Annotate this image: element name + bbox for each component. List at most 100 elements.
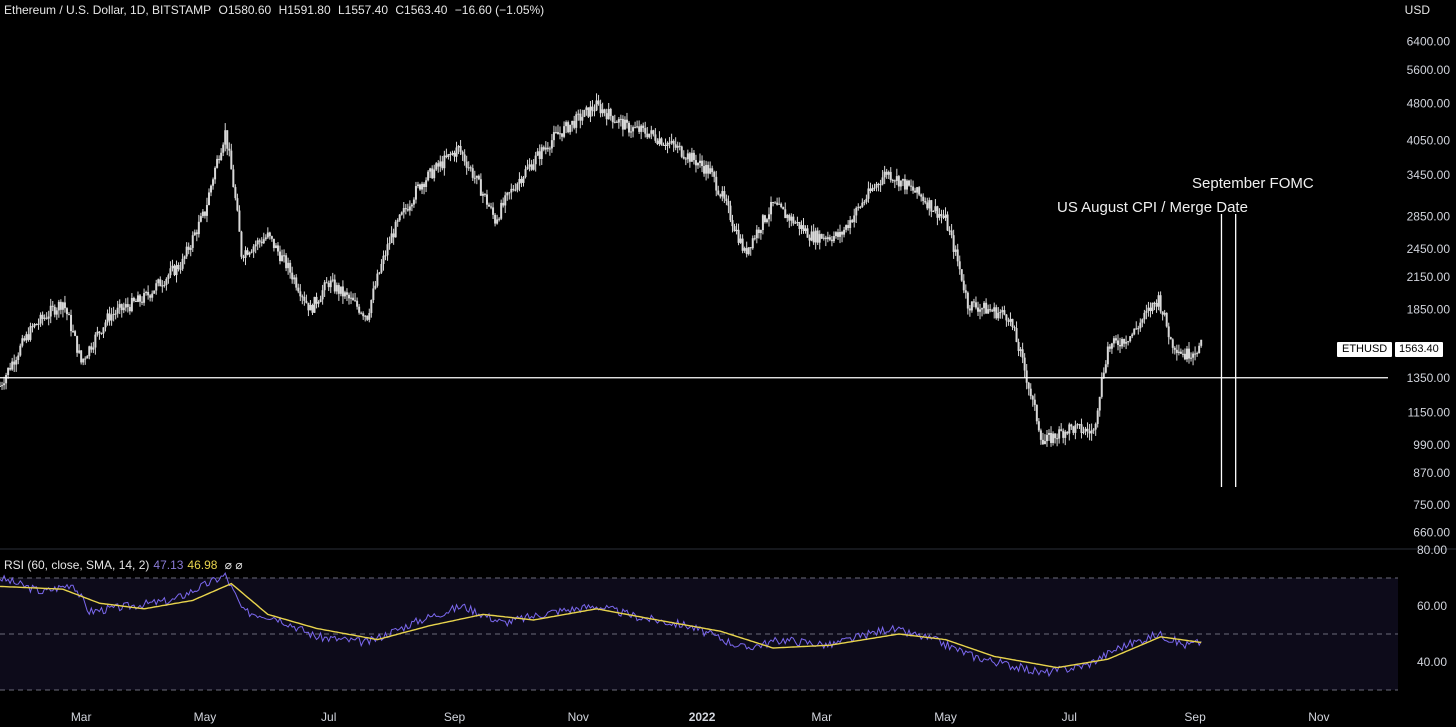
candle-body (1192, 353, 1195, 358)
candle-body (581, 116, 584, 121)
candle (774, 201, 777, 204)
candle (705, 160, 708, 181)
candle-body (268, 232, 271, 237)
candle-body (254, 244, 257, 247)
candle-body (573, 120, 576, 128)
candle (1129, 335, 1132, 343)
candle (755, 225, 758, 244)
candle (843, 226, 846, 238)
candle-body (295, 277, 298, 288)
candle (1080, 418, 1083, 439)
candle (234, 184, 237, 201)
candle-body (53, 306, 56, 315)
candle (161, 280, 164, 293)
candle (494, 212, 497, 227)
candle-body (593, 110, 596, 112)
currency-label[interactable]: USD (1404, 3, 1430, 17)
candle-body (881, 177, 884, 185)
candle-body (74, 331, 77, 336)
candle-body (441, 161, 444, 169)
candle (715, 170, 718, 197)
candle-body (680, 146, 683, 157)
candle (163, 280, 166, 288)
candle (595, 93, 598, 112)
candle-body (21, 338, 24, 346)
candle (784, 202, 787, 219)
candle (745, 241, 748, 258)
candle-body (652, 130, 655, 135)
candle (719, 193, 722, 199)
candle-body (1167, 326, 1170, 338)
rsi-label[interactable]: RSI (60, close, SMA, 14, 2) (4, 558, 150, 572)
candle-body (203, 211, 206, 216)
candle-body (1035, 404, 1038, 422)
candle-body (670, 140, 673, 143)
candle-body (1076, 424, 1079, 426)
candle (1056, 433, 1059, 447)
candle-body (339, 286, 342, 294)
candle (506, 191, 509, 201)
candle (883, 165, 886, 185)
candle-body (550, 140, 553, 149)
candle (502, 197, 505, 208)
candle-body (772, 202, 775, 204)
candle (1198, 342, 1201, 354)
candle (1033, 393, 1036, 411)
candle (701, 155, 704, 173)
candle-body (816, 230, 819, 243)
candle-body (331, 279, 334, 281)
candle-body (755, 229, 758, 239)
candle (120, 303, 123, 318)
candle-body (627, 122, 630, 133)
candle-body (364, 315, 367, 317)
candle-body (37, 323, 40, 325)
candle (1094, 422, 1097, 436)
candle (741, 234, 744, 254)
candle (536, 148, 539, 157)
candle (634, 121, 637, 129)
candle-body (508, 192, 511, 194)
candle-body (500, 202, 503, 219)
candle-body (1045, 434, 1048, 442)
candle (1023, 353, 1026, 378)
candle-body (1137, 328, 1140, 330)
candle (1045, 430, 1048, 447)
candle (1015, 321, 1018, 343)
price-axis[interactable]: 6400.00 5600.00 4800.00 4050.00 3450.00 2850.… (1407, 34, 1451, 539)
candle-body (918, 187, 921, 195)
candle (360, 311, 363, 315)
candle (61, 301, 64, 318)
candle (396, 218, 399, 227)
candle (1005, 314, 1008, 327)
candle (830, 236, 833, 247)
candle (875, 181, 878, 192)
candle-body (960, 269, 963, 281)
candle-body (510, 188, 513, 193)
candle-body (1196, 353, 1199, 355)
candle-body (11, 361, 14, 370)
candle (175, 260, 178, 283)
candle-body (179, 268, 182, 270)
candle (354, 292, 357, 302)
candle (1114, 335, 1117, 344)
candle (461, 150, 464, 161)
candle (690, 147, 693, 162)
candle (406, 203, 409, 212)
time-axis[interactable]: Mar May Jul Sep Nov 2022 Mar May Jul Sep Nov (71, 710, 1330, 724)
symbol-title[interactable]: Ethereum / U.S. Dollar, 1D, BITSTAMP (4, 3, 212, 17)
candle-body (528, 164, 531, 167)
candle-body (662, 144, 665, 146)
candle (358, 304, 361, 315)
candle (1041, 432, 1044, 445)
candle-body (59, 301, 62, 310)
rsi-sma-line (0, 582, 1202, 669)
candle (694, 154, 697, 173)
candle-body (47, 316, 50, 319)
candle (141, 296, 144, 306)
candle-body (778, 203, 781, 205)
candle-body (29, 326, 32, 340)
candle-body (559, 133, 562, 135)
candle (739, 234, 742, 244)
candle-body (78, 350, 81, 353)
